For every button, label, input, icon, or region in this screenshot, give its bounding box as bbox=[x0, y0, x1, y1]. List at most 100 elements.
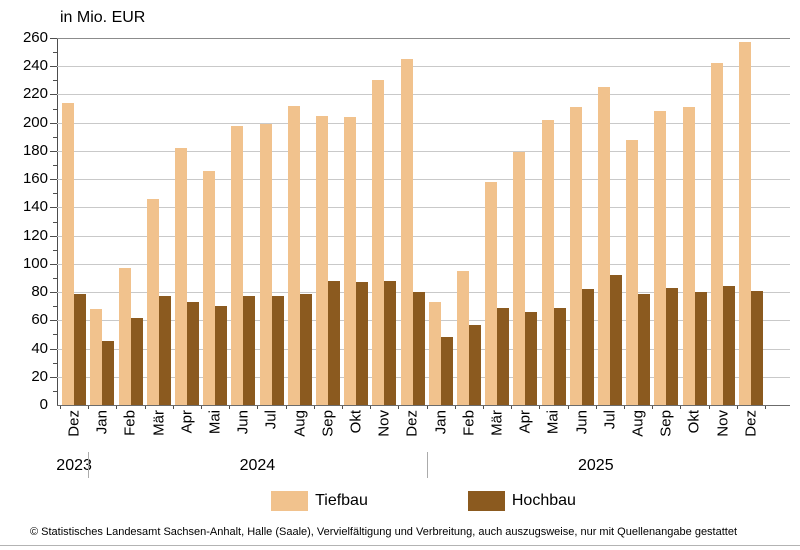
x-tick bbox=[736, 406, 738, 409]
gridline-160 bbox=[57, 179, 790, 181]
y-tick bbox=[53, 136, 57, 138]
year-label-2023: 2023 bbox=[56, 457, 92, 474]
month-label: Nov bbox=[375, 410, 393, 437]
legend-item-hochbau: Hochbau bbox=[467, 491, 576, 511]
x-tick bbox=[398, 406, 400, 409]
month-label: Dez bbox=[65, 410, 83, 437]
x-tick bbox=[680, 406, 682, 409]
month-label-cell: Jul bbox=[257, 409, 285, 457]
tiefbau-bar bbox=[400, 59, 413, 405]
tiefbau-bar bbox=[682, 107, 695, 405]
tiefbau-bar bbox=[597, 87, 610, 405]
hochbau-bar bbox=[243, 296, 256, 405]
y-tick bbox=[53, 165, 57, 167]
month-label: Mai bbox=[206, 410, 224, 435]
x-tick bbox=[229, 406, 231, 409]
tiefbau-bar bbox=[456, 270, 469, 405]
month-label-cell: Jan bbox=[427, 409, 455, 457]
x-tick bbox=[652, 406, 654, 409]
year-label-2025: 2025 bbox=[578, 457, 614, 474]
year-label-2024: 2024 bbox=[239, 457, 276, 474]
tiefbau-bar bbox=[90, 309, 103, 405]
x-axis-line bbox=[57, 405, 790, 406]
month-label-cell: Dez bbox=[737, 409, 765, 457]
month-label-cell: Okt bbox=[342, 409, 370, 457]
hochbau-bar bbox=[215, 306, 228, 405]
y-tick bbox=[53, 221, 57, 223]
legend-label-tiefbau: Tiefbau bbox=[315, 492, 368, 509]
y-axis-label-120: 120 bbox=[22, 226, 48, 244]
month-label-cell: Nov bbox=[709, 409, 737, 457]
y-axis-label-260: 260 bbox=[22, 29, 48, 46]
month-label: Mai bbox=[544, 410, 562, 435]
y-tick bbox=[50, 94, 57, 96]
y-tick bbox=[50, 263, 57, 265]
tiefbau-bar bbox=[513, 152, 526, 405]
tiefbau-bar bbox=[62, 102, 75, 405]
tiefbau-bar bbox=[146, 198, 159, 405]
y-tick bbox=[53, 390, 57, 392]
x-tick bbox=[511, 406, 513, 409]
y-tick bbox=[50, 292, 57, 294]
x-tick bbox=[567, 406, 569, 409]
hochbau-bar bbox=[299, 293, 312, 405]
month-label-cell: Mär bbox=[483, 409, 511, 457]
month-label: Feb bbox=[121, 410, 139, 436]
hochbau-bar bbox=[384, 280, 397, 405]
x-tick bbox=[454, 406, 456, 409]
x-tick bbox=[116, 406, 118, 409]
hochbau-bar bbox=[271, 296, 284, 405]
hochbau-bar bbox=[327, 280, 340, 405]
x-tick bbox=[765, 406, 766, 409]
hochbau-bar bbox=[130, 317, 143, 405]
tiefbau-bar bbox=[626, 139, 639, 405]
gridline-260 bbox=[57, 38, 790, 39]
y-axis-label-220: 220 bbox=[22, 85, 48, 103]
month-label: Aug bbox=[629, 410, 647, 437]
hochbau-bar bbox=[412, 292, 425, 405]
tiefbau-bar bbox=[654, 111, 667, 405]
y-tick bbox=[50, 348, 57, 350]
y-tick bbox=[53, 108, 57, 110]
hochbau-bar bbox=[497, 307, 510, 405]
x-tick bbox=[144, 406, 146, 409]
bottom-divider bbox=[0, 545, 800, 546]
tiefbau-bar bbox=[710, 63, 723, 405]
y-tick bbox=[53, 306, 57, 308]
month-label-cell: Mai bbox=[539, 409, 567, 457]
legend: Tiefbau Hochbau bbox=[57, 491, 790, 511]
month-label-cell: Apr bbox=[511, 409, 539, 457]
month-label: Jun bbox=[234, 410, 252, 435]
y-tick bbox=[53, 277, 57, 279]
month-label-cell: Apr bbox=[173, 409, 201, 457]
x-tick bbox=[342, 406, 343, 409]
gridline-220 bbox=[57, 94, 790, 96]
x-tick bbox=[60, 406, 61, 409]
hochbau-bar bbox=[356, 282, 369, 405]
hochbau-bar bbox=[186, 301, 199, 405]
y-tick bbox=[50, 150, 57, 152]
tiefbau-bar bbox=[428, 301, 441, 405]
month-label: Jun bbox=[573, 410, 591, 435]
hochbau-bar bbox=[74, 293, 87, 405]
hochbau-bar bbox=[722, 286, 735, 405]
hochbau-bar bbox=[440, 337, 453, 405]
hochbau-bar bbox=[102, 341, 115, 405]
y-tick bbox=[50, 235, 57, 237]
hochbau-bar bbox=[158, 296, 171, 405]
x-tick bbox=[624, 406, 625, 409]
x-tick bbox=[483, 406, 484, 409]
hochbau-bar bbox=[750, 290, 763, 405]
y-tick bbox=[50, 122, 57, 124]
x-tick bbox=[370, 406, 372, 409]
month-label: Mär bbox=[150, 410, 168, 436]
x-tick bbox=[285, 406, 287, 409]
month-label-cell: Dez bbox=[60, 409, 88, 457]
tiefbau-swatch-icon bbox=[271, 491, 309, 511]
y-axis-label-200: 200 bbox=[22, 113, 48, 131]
hochbau-bar bbox=[468, 324, 481, 405]
y-axis-label-20: 20 bbox=[31, 367, 48, 385]
tiefbau-bar bbox=[541, 119, 554, 405]
legend-label-hochbau: Hochbau bbox=[511, 492, 576, 509]
hochbau-bar bbox=[666, 287, 679, 405]
